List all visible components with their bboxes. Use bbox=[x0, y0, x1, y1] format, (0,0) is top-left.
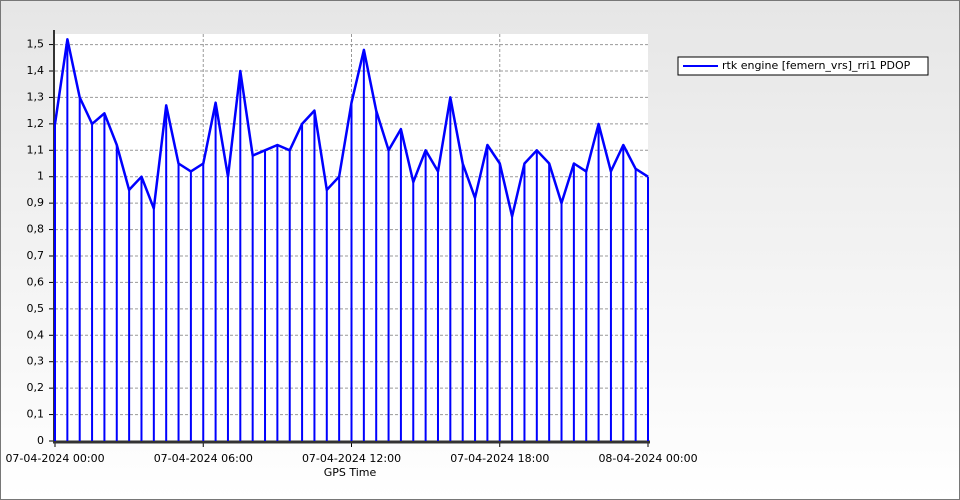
y-tick-label: 0,6 bbox=[27, 275, 45, 288]
x-tick-label: 07-04-2024 06:00 bbox=[154, 452, 253, 465]
series-line bbox=[53, 38, 649, 218]
x-tick-label: 07-04-2024 12:00 bbox=[302, 452, 401, 465]
x-axis-title: GPS Time bbox=[324, 466, 377, 479]
y-tick-label: 1,4 bbox=[27, 64, 45, 77]
y-tick-label: 1 bbox=[37, 170, 44, 183]
x-tick-label: 08-04-2024 00:00 bbox=[598, 452, 697, 465]
y-tick-label: 1,1 bbox=[27, 143, 45, 156]
y-tick-label: 0,4 bbox=[27, 328, 45, 341]
y-tick-label: 0,9 bbox=[27, 196, 45, 209]
y-tick-label: 0,1 bbox=[27, 408, 45, 421]
y-tick-label: 0,8 bbox=[27, 223, 45, 236]
x-tick-label: 07-04-2024 18:00 bbox=[450, 452, 549, 465]
y-tick-label: 0,7 bbox=[27, 249, 45, 262]
y-tick-label: 0 bbox=[37, 434, 44, 447]
legend-box bbox=[677, 56, 929, 76]
y-tick-label: 0,3 bbox=[27, 355, 45, 368]
y-tick-label: 1,3 bbox=[27, 90, 45, 103]
y-tick-label: 1,5 bbox=[27, 38, 45, 51]
y-tick-label: 1,2 bbox=[27, 117, 45, 130]
x-tick-label: 07-04-2024 00:00 bbox=[5, 452, 104, 465]
legend-label: rtk engine [femern_vrs]_rri1 PDOP bbox=[722, 59, 911, 72]
legend: rtk engine [femern_vrs]_rri1 PDOP bbox=[677, 56, 929, 76]
y-tick-label: 0,2 bbox=[27, 381, 45, 394]
y-tick-label: 0,5 bbox=[27, 302, 45, 315]
